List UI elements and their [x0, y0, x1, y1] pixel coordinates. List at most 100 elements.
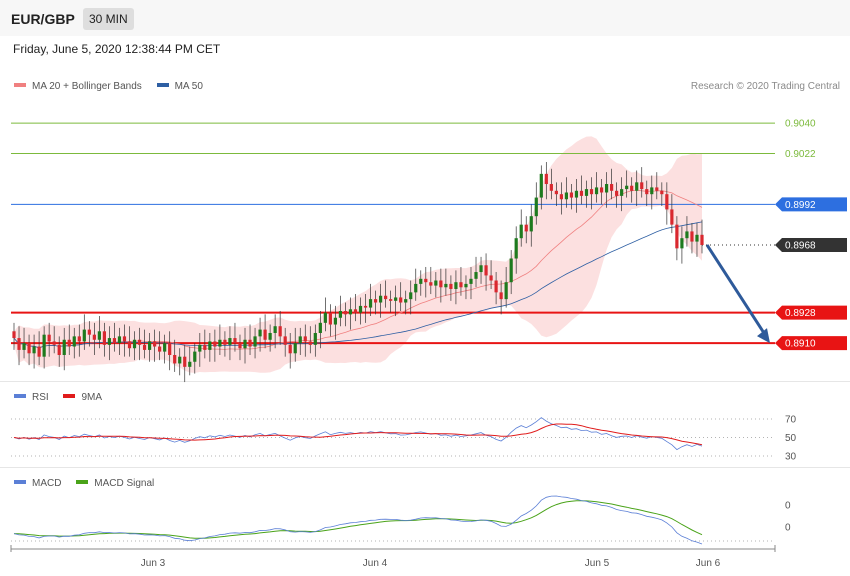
candle-body	[183, 356, 187, 367]
rsi-axis-label: 70	[785, 415, 797, 426]
candle-body	[399, 297, 403, 303]
candle-body	[574, 190, 579, 198]
credit-text: Research © 2020 Trading Central	[690, 81, 840, 92]
rsi-legend-label: RSI	[32, 392, 49, 403]
candle-body	[22, 343, 26, 350]
timeframe-badge[interactable]: 30 MIN	[83, 8, 134, 30]
candle-body	[283, 336, 287, 345]
candle-body	[549, 184, 553, 191]
level-label-4: 0.8928	[785, 308, 816, 319]
candle-body	[188, 361, 192, 367]
candle-body	[243, 339, 247, 349]
level-label-0: 0.9040	[785, 119, 816, 130]
candle-body	[32, 346, 36, 354]
candle-body	[519, 224, 523, 239]
candle-body	[539, 173, 543, 198]
candle-body	[434, 280, 438, 286]
level-badge-3	[775, 237, 847, 252]
panel-divider	[0, 467, 850, 468]
candle-body	[635, 182, 639, 191]
rsi-legend: RSI 9MA	[14, 392, 102, 403]
candle-body	[394, 297, 398, 301]
candle-body	[368, 299, 373, 308]
candle-body	[102, 331, 106, 345]
candle-body	[263, 329, 267, 340]
candle-body	[384, 295, 388, 300]
candle-body	[358, 305, 363, 313]
candle-body	[509, 258, 513, 283]
candle-body	[665, 194, 669, 210]
macd-legend: MACD MACD Signal	[14, 478, 154, 489]
candle-body	[489, 275, 493, 281]
ma50-legend-label: MA 50	[174, 81, 203, 92]
candle-body	[464, 283, 468, 288]
candle-body	[288, 344, 292, 354]
candle-body	[645, 189, 649, 195]
candle-body	[323, 312, 327, 323]
candle-body	[158, 346, 162, 352]
candle-body	[429, 282, 433, 286]
candle-body	[685, 231, 689, 239]
candle-body	[655, 187, 659, 191]
candle-body	[62, 339, 66, 355]
candle-body	[373, 299, 378, 303]
candle-body	[615, 190, 619, 196]
candle-body	[17, 338, 21, 350]
candle-body	[474, 272, 478, 279]
candle-body	[132, 339, 137, 349]
candle-body	[87, 329, 91, 335]
level-badge-2	[775, 197, 847, 212]
candle-body	[660, 190, 664, 195]
candle-body	[524, 224, 528, 232]
candle-body	[67, 339, 71, 347]
ma20-legend-swatch	[14, 83, 26, 88]
candle-body	[248, 339, 252, 347]
level-badge-4	[775, 305, 847, 320]
macd-legend-swatch	[14, 480, 26, 485]
candle-body	[268, 332, 272, 340]
candle-body	[554, 190, 558, 195]
candle-body	[47, 334, 51, 342]
candle-body	[409, 292, 413, 300]
candle-body	[173, 354, 177, 364]
candle-body	[278, 326, 282, 337]
macd-axis-label: 0	[785, 523, 791, 534]
candle-body	[630, 185, 634, 191]
candle-body	[97, 331, 101, 340]
candle-body	[153, 341, 157, 347]
candle-body	[72, 336, 76, 347]
candle-body	[82, 329, 86, 342]
candle-body	[424, 278, 428, 283]
candle-body	[293, 343, 297, 354]
candle-body	[599, 187, 604, 193]
ma50-legend-swatch	[156, 83, 169, 88]
x-tick-label: Jun 4	[363, 558, 388, 569]
candle-body	[137, 339, 142, 345]
timestamp: Friday, June 5, 2020 12:38:44 PM CET	[13, 42, 221, 56]
macd-legend-label: MACD	[32, 478, 62, 489]
candle-body	[449, 283, 453, 289]
candle-body	[308, 341, 312, 345]
rsi-ma-line	[13, 423, 703, 446]
candle-body	[253, 336, 257, 347]
x-tick-label: Jun 3	[141, 558, 166, 569]
candle-body	[404, 299, 408, 303]
candle-body	[439, 280, 443, 288]
candle-body	[604, 184, 609, 193]
candle-body	[198, 344, 202, 352]
candle-body	[680, 238, 684, 249]
candle-body	[223, 339, 227, 345]
candle-body	[625, 185, 629, 190]
candle-body	[193, 351, 197, 362]
candle-body	[127, 341, 132, 349]
candle-body	[298, 336, 302, 344]
candle-body	[117, 336, 122, 344]
candle-body	[303, 336, 307, 342]
candle-body	[348, 309, 353, 315]
candle-body	[12, 331, 16, 339]
candle-body	[107, 338, 112, 345]
candle-body	[700, 234, 704, 245]
candle-body	[504, 282, 508, 300]
candle-body	[414, 283, 418, 293]
